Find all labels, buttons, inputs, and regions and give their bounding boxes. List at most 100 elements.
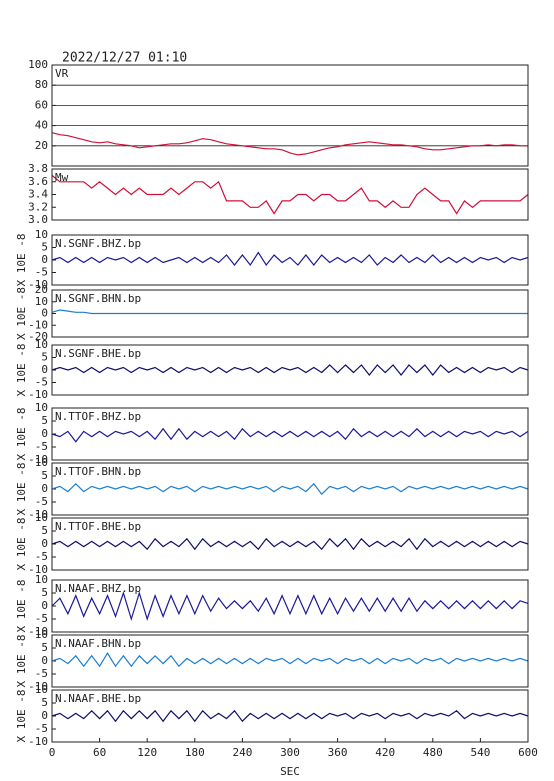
y-tick-label: 3.8 — [28, 162, 48, 175]
data-line — [51, 251, 529, 267]
chart-title: 2022/12/27 01:10 — [62, 51, 187, 66]
y-tick-label: -5 — [35, 440, 48, 453]
panel-frame — [51, 234, 529, 286]
y-tick-label: 5 — [41, 641, 48, 654]
y-tick-label: -10 — [28, 735, 48, 748]
y-tick-label: 3.0 — [28, 213, 48, 226]
x-tick-label: 480 — [423, 746, 443, 759]
y-tick-label: 3.4 — [28, 188, 48, 201]
panel-frame — [51, 168, 529, 221]
panel-label: N.TTOF.BHZ.bp — [55, 410, 141, 423]
y-axis-label: X 10E -8 — [15, 463, 28, 516]
y-tick-label: 10 — [35, 228, 48, 241]
y-tick-label: 5 — [41, 524, 48, 537]
y-axis-label: X 10E -8 — [15, 580, 28, 633]
y-tick-label: 40 — [35, 119, 48, 132]
panel-label: N.SGNF.BHZ.bp — [55, 237, 141, 250]
y-tick-label: -20 — [28, 330, 48, 343]
y-tick-label: 80 — [35, 78, 48, 91]
y-tick-label: 60 — [35, 98, 48, 111]
y-tick-label: -5 — [35, 550, 48, 563]
x-tick-label: 600 — [518, 746, 538, 759]
data-line — [51, 482, 529, 496]
panel-label: N.SGNF.BHE.bp — [55, 347, 141, 360]
y-tick-label: 3.6 — [28, 175, 48, 188]
y-tick-label: 10 — [35, 683, 48, 696]
data-line — [51, 652, 529, 668]
y-tick-label: 0 — [41, 654, 48, 667]
panel-frame — [51, 634, 529, 688]
y-tick-label: -5 — [35, 266, 48, 279]
x-tick-label: 0 — [49, 746, 56, 759]
x-tick-label: 180 — [185, 746, 205, 759]
y-tick-label: 10 — [35, 456, 48, 469]
y-tick-label: -10 — [28, 680, 48, 693]
y-axis-label: X 10E -8 — [15, 408, 28, 461]
y-tick-label: 10 — [35, 295, 48, 308]
y-tick-label: 3.2 — [28, 200, 48, 213]
y-axis-label: X 10E -8 — [15, 635, 28, 688]
y-tick-label: -10 — [28, 453, 48, 466]
panel-label: VR — [55, 67, 69, 80]
y-tick-label: 10 — [35, 573, 48, 586]
y-tick-label: 0 — [41, 599, 48, 612]
panel-frame — [51, 289, 529, 338]
panel-frame — [51, 407, 529, 461]
y-tick-label: 10 — [35, 511, 48, 524]
data-line — [51, 132, 528, 156]
panel-frame — [51, 462, 529, 516]
y-tick-label: 100 — [28, 58, 48, 71]
y-tick-label: -5 — [35, 495, 48, 508]
data-line — [51, 309, 528, 315]
y-tick-label: 5 — [41, 696, 48, 709]
y-tick-label: -5 — [35, 667, 48, 680]
y-tick-label: 20 — [35, 283, 48, 296]
y-axis-label: X 10E -8 — [15, 690, 28, 743]
y-tick-label: 5 — [41, 469, 48, 482]
y-tick-label: 10 — [35, 401, 48, 414]
y-tick-label: -10 — [28, 278, 48, 291]
panel-label: N.NAAF.BHZ.bp — [55, 582, 141, 595]
x-axis-label: SEC — [280, 765, 300, 778]
y-tick-label: 0 — [41, 307, 48, 320]
y-tick-label: 0 — [41, 363, 48, 376]
y-tick-label: 10 — [35, 338, 48, 351]
y-tick-label: -10 — [28, 625, 48, 638]
y-tick-label: 5 — [41, 414, 48, 427]
x-tick-label: 60 — [93, 746, 106, 759]
y-tick-label: -10 — [28, 388, 48, 401]
x-tick-label: 300 — [280, 746, 300, 759]
y-tick-label: -5 — [35, 376, 48, 389]
y-tick-label: 5 — [41, 351, 48, 364]
y-tick-label: -5 — [35, 612, 48, 625]
y-tick-label: -5 — [35, 722, 48, 735]
x-tick-label: 240 — [232, 746, 252, 759]
x-tick-label: 540 — [470, 746, 490, 759]
data-line — [51, 174, 529, 215]
panel-frame — [51, 344, 529, 396]
y-tick-label: 20 — [35, 139, 48, 152]
data-line — [51, 364, 529, 376]
y-tick-label: 5 — [41, 586, 48, 599]
panel-label: N.TTOF.BHN.bp — [55, 465, 141, 478]
y-axis-label: X 10E -8 — [15, 234, 28, 287]
data-line — [51, 427, 529, 443]
panel-frame — [51, 579, 529, 633]
x-tick-label: 420 — [375, 746, 395, 759]
y-tick-label: 0 — [41, 253, 48, 266]
y-axis-label: X 10E -8 — [15, 518, 28, 571]
y-tick-label: 0 — [41, 709, 48, 722]
x-tick-label: 120 — [137, 746, 157, 759]
y-tick-label: -10 — [28, 318, 48, 331]
panel-frame — [51, 64, 529, 167]
y-tick-label: 0 — [41, 482, 48, 495]
y-tick-label: -10 — [28, 563, 48, 576]
y-tick-label: 10 — [35, 628, 48, 641]
panel-label: N.NAAF.BHE.bp — [55, 692, 141, 705]
panel-frame — [51, 517, 529, 571]
data-line — [51, 590, 529, 622]
x-tick-label: 360 — [328, 746, 348, 759]
panel-label: N.SGNF.BHN.bp — [55, 292, 141, 305]
y-axis-label: X 10E -8 — [15, 287, 28, 340]
